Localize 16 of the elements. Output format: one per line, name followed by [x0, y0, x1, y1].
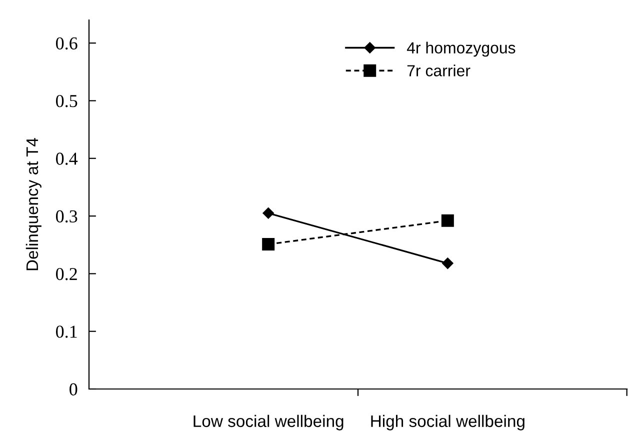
y-tick-label: 0	[70, 383, 78, 396]
y-tick-label: 0.3	[56, 210, 78, 223]
y-axis-title: Delinquency at T4	[26, 138, 42, 270]
y-tick-label: 0.6	[56, 37, 78, 50]
point	[442, 258, 454, 269]
y-tick-label: 0.4	[56, 152, 78, 165]
point	[262, 208, 274, 219]
y-tick-label: 0.5	[56, 94, 78, 108]
x-tick-label: High social wellbeing	[371, 414, 524, 430]
point	[441, 214, 454, 227]
legend-label: 4r homozygous	[406, 42, 516, 57]
legend-label: 7r carrier	[407, 64, 470, 76]
y-tick-label: 0.2	[56, 268, 77, 280]
y-tick-label: 0.1	[56, 326, 77, 338]
point	[262, 238, 275, 251]
x-tick-label: Low social wellbeing	[194, 414, 344, 430]
